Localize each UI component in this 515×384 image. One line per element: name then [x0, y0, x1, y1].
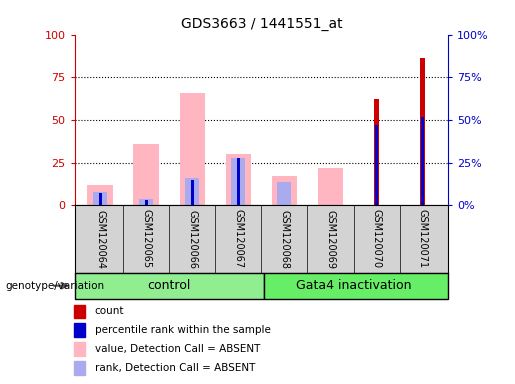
Text: GSM120067: GSM120067	[233, 210, 243, 268]
Bar	[375, 125, 378, 205]
Text: GSM120065: GSM120065	[141, 210, 151, 268]
Bar	[75, 273, 264, 299]
Bar	[185, 178, 199, 205]
Bar	[264, 273, 448, 299]
Bar	[278, 182, 291, 205]
Bar	[145, 200, 148, 205]
Text: value, Detection Call = ABSENT: value, Detection Call = ABSENT	[95, 344, 260, 354]
Text: Gata4 inactivation: Gata4 inactivation	[296, 279, 411, 292]
Bar	[93, 192, 107, 205]
Bar	[74, 305, 85, 318]
Bar	[231, 157, 245, 205]
Text: GSM120066: GSM120066	[187, 210, 197, 268]
Title: GDS3663 / 1441551_at: GDS3663 / 1441551_at	[181, 17, 342, 31]
Bar	[318, 168, 343, 205]
Bar	[272, 176, 297, 205]
Bar	[74, 323, 85, 337]
Bar	[374, 99, 380, 205]
Bar	[180, 93, 205, 205]
Bar	[420, 58, 425, 205]
Text: count: count	[95, 306, 124, 316]
Bar	[139, 199, 153, 205]
Text: control: control	[147, 279, 191, 292]
Bar	[74, 343, 85, 356]
Bar	[88, 185, 113, 205]
Bar	[226, 154, 251, 205]
Text: percentile rank within the sample: percentile rank within the sample	[95, 325, 270, 335]
Bar	[133, 144, 159, 205]
Bar	[98, 194, 101, 205]
Text: GSM120071: GSM120071	[418, 210, 427, 268]
Text: GSM120069: GSM120069	[325, 210, 335, 268]
Bar	[191, 180, 194, 205]
Text: genotype/variation: genotype/variation	[5, 281, 104, 291]
Text: GSM120064: GSM120064	[95, 210, 105, 268]
Text: rank, Detection Call = ABSENT: rank, Detection Call = ABSENT	[95, 363, 255, 373]
Bar	[74, 361, 85, 375]
Text: GSM120068: GSM120068	[280, 210, 289, 268]
Bar	[421, 117, 424, 205]
Bar	[237, 157, 240, 205]
Text: GSM120070: GSM120070	[372, 210, 382, 268]
